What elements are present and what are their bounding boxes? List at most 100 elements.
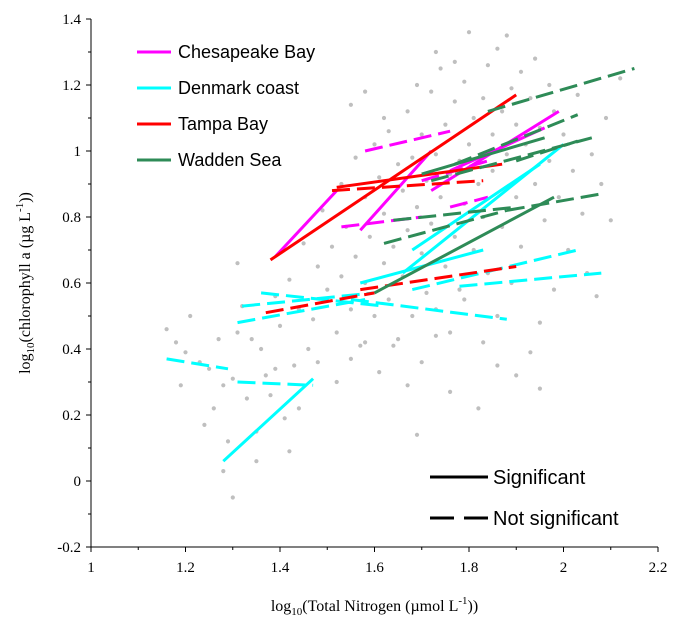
wadden-sea-regression-line bbox=[430, 136, 593, 183]
data-point bbox=[372, 313, 377, 319]
data-point bbox=[377, 175, 382, 180]
data-point bbox=[462, 79, 467, 84]
data-point bbox=[183, 350, 188, 355]
data-point bbox=[339, 274, 344, 279]
regression-lines bbox=[166, 67, 635, 463]
data-point bbox=[603, 115, 609, 121]
data-point bbox=[221, 469, 226, 474]
data-point bbox=[443, 264, 448, 269]
tampa-bay-regression-line bbox=[269, 93, 518, 262]
data-point bbox=[433, 152, 438, 157]
x-tick-label: 1.4 bbox=[271, 560, 290, 576]
data-point bbox=[301, 241, 306, 246]
denmark-coast-regression-line bbox=[411, 162, 541, 252]
data-point bbox=[410, 155, 415, 160]
data-point bbox=[443, 122, 448, 127]
data-point bbox=[429, 221, 434, 226]
data-point bbox=[292, 363, 297, 368]
data-point bbox=[547, 158, 552, 163]
y-tick-label: 1 bbox=[74, 144, 82, 160]
data-point bbox=[556, 195, 561, 200]
data-point bbox=[381, 261, 387, 266]
data-point bbox=[433, 49, 438, 55]
data-point bbox=[419, 132, 424, 137]
data-point bbox=[178, 383, 183, 388]
dashed-style-label: Not significant bbox=[493, 508, 619, 530]
data-point bbox=[363, 89, 368, 94]
data-point bbox=[547, 82, 552, 88]
data-point bbox=[207, 366, 212, 371]
data-point bbox=[348, 102, 353, 107]
line-style-legend: Significant Not significant bbox=[430, 467, 619, 530]
wadden-sea-regression-line bbox=[393, 205, 517, 222]
data-point bbox=[537, 320, 543, 325]
data-point bbox=[306, 346, 311, 352]
axes bbox=[86, 18, 659, 552]
data-point bbox=[476, 181, 481, 187]
data-point bbox=[599, 181, 604, 187]
data-point bbox=[273, 366, 278, 371]
data-point bbox=[504, 152, 509, 157]
data-point bbox=[618, 76, 623, 81]
data-point bbox=[173, 340, 179, 345]
denmark-coast-regression-line bbox=[237, 298, 366, 325]
data-point bbox=[287, 449, 292, 454]
x-tick-label: 1.2 bbox=[176, 560, 195, 576]
data-point bbox=[466, 142, 472, 147]
data-point bbox=[594, 294, 599, 299]
y-tick-label: 0.4 bbox=[62, 342, 81, 358]
data-point bbox=[575, 92, 580, 97]
data-point bbox=[438, 195, 443, 200]
tampa-bay-regression-line bbox=[265, 291, 375, 315]
data-point bbox=[244, 396, 249, 401]
data-point bbox=[504, 33, 509, 38]
data-point bbox=[235, 261, 240, 266]
data-point bbox=[400, 188, 405, 193]
data-point bbox=[230, 376, 235, 381]
data-point bbox=[608, 218, 613, 223]
series-legend: Chesapeake Bay Denmark coast Tampa Bay Wadd… bbox=[137, 42, 315, 170]
data-point bbox=[410, 313, 415, 319]
data-point bbox=[433, 333, 438, 338]
wadden-sea-regression-line bbox=[454, 113, 579, 166]
data-point bbox=[315, 360, 320, 365]
wadden-sea-regression-line bbox=[421, 136, 546, 176]
data-point bbox=[211, 406, 216, 411]
data-point bbox=[311, 317, 316, 322]
data-point bbox=[259, 346, 264, 352]
wadden-sea-regression-line bbox=[373, 195, 555, 295]
data-point bbox=[570, 168, 576, 173]
tampa-bay-regression-line bbox=[336, 162, 503, 189]
chesapeake-bay-regression-line bbox=[274, 189, 338, 258]
data-point bbox=[396, 337, 401, 342]
data-point bbox=[405, 228, 410, 233]
data-point bbox=[268, 393, 273, 398]
tampa-bay-legend-label: Tampa Bay bbox=[178, 114, 268, 134]
data-point bbox=[249, 337, 254, 342]
data-point bbox=[315, 264, 320, 269]
x-axis-title: log10(Total Nitrogen (µmol L-1)) bbox=[271, 595, 478, 618]
data-point bbox=[500, 109, 505, 114]
data-point bbox=[452, 59, 457, 64]
data-point bbox=[414, 432, 420, 437]
solid-style-label: Significant bbox=[493, 467, 586, 489]
data-point bbox=[391, 343, 396, 348]
wadden-sea-legend-label: Wadden Sea bbox=[178, 150, 282, 170]
data-point bbox=[329, 244, 335, 249]
data-point bbox=[528, 96, 533, 101]
data-point bbox=[471, 115, 476, 121]
data-point bbox=[452, 234, 457, 239]
data-point bbox=[377, 370, 382, 375]
data-point bbox=[353, 254, 358, 259]
data-point bbox=[490, 168, 495, 173]
data-point bbox=[580, 211, 585, 216]
data-point bbox=[457, 287, 462, 292]
data-point bbox=[561, 132, 566, 137]
data-point bbox=[490, 132, 495, 137]
denmark-coast-regression-line bbox=[166, 357, 229, 371]
y-tick-label: 0 bbox=[74, 474, 82, 490]
denmark-coast-regression-line bbox=[222, 377, 315, 463]
data-point bbox=[235, 330, 240, 335]
data-point bbox=[225, 439, 231, 444]
chesapeake-bay-legend-label: Chesapeake Bay bbox=[178, 42, 315, 62]
